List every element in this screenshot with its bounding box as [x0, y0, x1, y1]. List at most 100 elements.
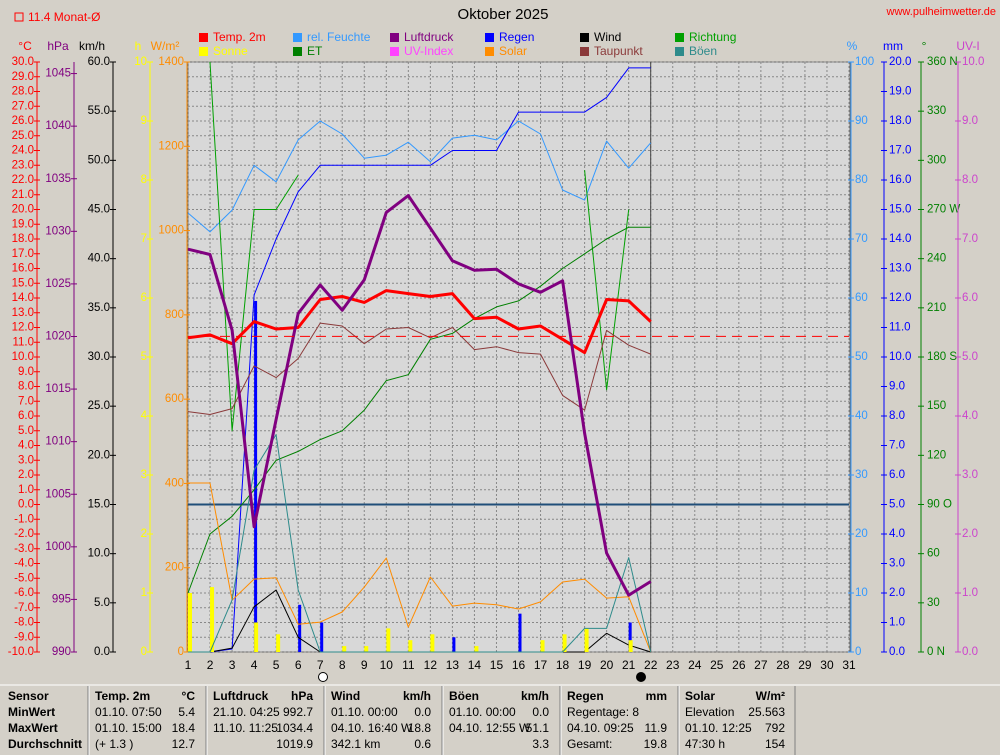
cell-text: 01.10. 15:00 [95, 721, 162, 735]
site: www.pulheimwetter.de [886, 6, 996, 18]
x-tick-label: 8 [339, 658, 346, 672]
y-tick-label: 1400 [158, 56, 184, 68]
bar [254, 300, 258, 652]
cell-text: 01.10. 00:00 [449, 705, 516, 719]
x-tick-label: 20 [600, 658, 614, 672]
y-tick-label: -3.0 [14, 543, 34, 555]
bar [386, 628, 391, 652]
row-label: MinWert [8, 705, 55, 719]
legend-label: Taupunkt [594, 44, 643, 58]
axis-unit: % [847, 39, 858, 53]
y-tick-label: 60.0 [88, 56, 110, 68]
cell-text: 11.10. 11:25 [213, 721, 278, 735]
x-tick-label: 13 [446, 658, 460, 672]
series-line [187, 322, 651, 415]
legend-swatch [390, 47, 399, 56]
y-tick-label: 1005 [45, 488, 71, 500]
legend-swatch [199, 47, 208, 56]
y-tick-label: 12.0 [12, 322, 34, 334]
y-tick-label: 20.0 [889, 56, 911, 68]
y-tick-label: 11.0 [12, 336, 34, 348]
y-tick-label: 8 [141, 174, 147, 186]
x-tick-label: 17 [534, 658, 548, 672]
x-tick-label: 16 [512, 658, 526, 672]
cell-value: 3.3 [532, 737, 549, 751]
legend-swatch [580, 47, 589, 56]
y-tick-label: 40 [855, 410, 868, 422]
column-unit: W/m² [756, 689, 785, 703]
x-tick-label: 24 [688, 658, 702, 672]
x-tick-label: 21 [622, 658, 636, 672]
y-tick-label: 2.0 [889, 587, 905, 599]
y-tick-label: 1.0 [962, 587, 978, 599]
y-tick-label: -5.0 [14, 572, 34, 584]
column-header: Luftdruck [213, 689, 269, 703]
y-tick-label: 100 [855, 56, 874, 68]
y-tick-label: 10.0 [889, 351, 911, 363]
y-tick-label: 45.0 [88, 204, 110, 216]
x-tick-label: 5 [273, 658, 280, 672]
y-tick-label: 3.0 [18, 454, 34, 466]
cell-value: 1019.9 [276, 737, 313, 751]
series-line [188, 482, 652, 653]
y-tick-label: 1020 [45, 331, 71, 343]
legend-label: Wind [594, 30, 621, 44]
column-header: Böen [449, 689, 479, 703]
y-tick-label: 0.0 [889, 646, 905, 658]
y-tick-label: 800 [165, 309, 184, 321]
y-tick-label: -9.0 [14, 631, 34, 643]
x-tick-label: 14 [468, 658, 482, 672]
y-tick-label: -8.0 [14, 617, 34, 629]
y-tick-label: 1200 [158, 140, 184, 152]
y-tick-label: -1.0 [14, 513, 34, 525]
y-tick-label: 80 [855, 174, 868, 186]
cell-value: 5.4 [178, 705, 195, 719]
moon-new [636, 672, 646, 682]
y-tick-label: 7.0 [889, 440, 905, 452]
y-tick-label: 14.0 [889, 233, 911, 245]
legend-label: Richtung [689, 30, 736, 44]
y-tick-label: 9.0 [18, 366, 34, 378]
column-header: Wind [331, 689, 360, 703]
bar [540, 640, 545, 652]
y-tick-label: 210 [927, 302, 946, 314]
bar [452, 637, 456, 652]
y-tick-label: 22.0 [12, 174, 34, 186]
y-tick-label: 5.0 [18, 425, 34, 437]
legend-label: Luftdruck [404, 30, 454, 44]
y-tick-label: 0 [855, 646, 861, 658]
series-line [187, 289, 652, 355]
y-tick-label: 18.0 [12, 233, 34, 245]
y-tick-label: 15.0 [12, 277, 34, 289]
x-tick-label: 26 [732, 658, 746, 672]
y-tick-label: 3.0 [962, 469, 978, 481]
x-tick-label: 22 [644, 658, 658, 672]
y-tick-label: 150 [927, 400, 946, 412]
y-tick-label: 25.0 [88, 400, 110, 412]
y-tick-label: 6 [141, 292, 147, 304]
y-tick-label: 40.0 [88, 253, 110, 265]
cell-text: 47:30 h [685, 737, 725, 751]
x-tick-label: 7 [317, 658, 324, 672]
axis-unit: °C [18, 39, 32, 53]
cell-text: 21.10. 04:25 [213, 705, 280, 719]
y-tick-label: 5 [141, 351, 147, 363]
x-tick-label: 19 [578, 658, 592, 672]
y-tick-label: 17.0 [889, 145, 911, 157]
y-tick-label: 2 [141, 528, 147, 540]
y-tick-label: 60 [927, 548, 940, 560]
y-tick-label: -6.0 [14, 587, 34, 599]
axis-unit: km/h [79, 39, 105, 53]
cell-text: 04.10. 16:40 W [331, 721, 413, 735]
y-tick-label: 240 [927, 253, 946, 265]
series-line [188, 434, 652, 653]
y-tick-label: 5.0 [94, 597, 110, 609]
column-unit: mm [646, 689, 667, 703]
x-tick-label: 23 [666, 658, 680, 672]
column-unit: km/h [403, 689, 431, 703]
y-tick-label: 6.0 [962, 292, 978, 304]
y-tick-label: 7 [141, 233, 147, 245]
series-line [187, 120, 652, 233]
y-tick-label: 1030 [45, 225, 71, 237]
y-tick-label: 300 [927, 154, 946, 166]
